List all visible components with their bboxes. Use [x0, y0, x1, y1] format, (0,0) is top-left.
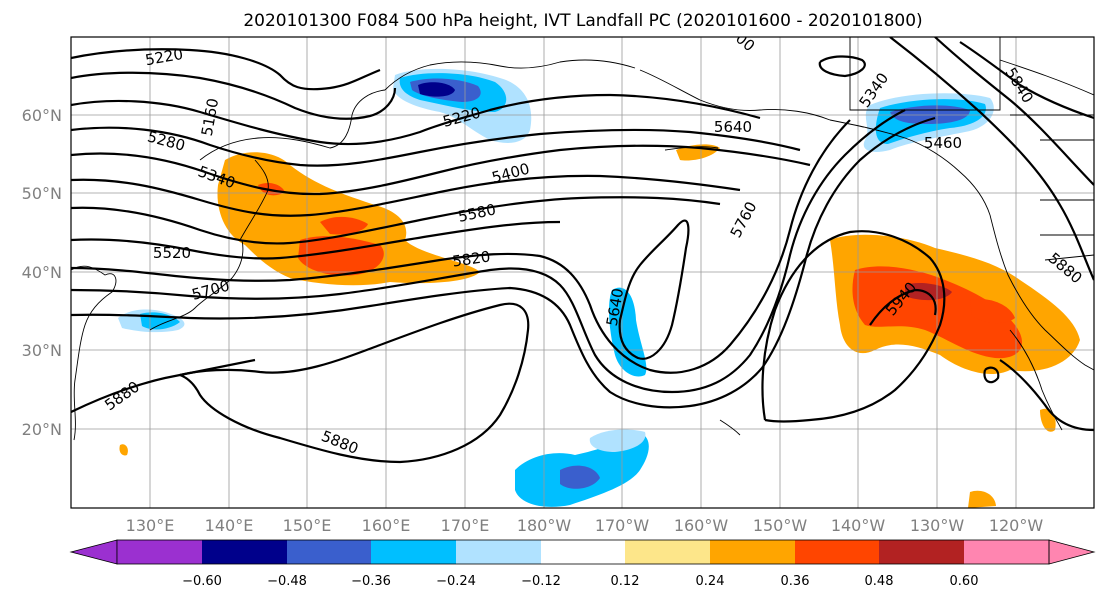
colorbar-tick: 0.36: [781, 574, 810, 589]
colorbar-extend-high: [1048, 539, 1096, 565]
contour-label: 5640: [714, 118, 752, 136]
height-contours: [71, 37, 1094, 464]
colorbar-tick: −0.24: [436, 574, 476, 589]
colorbar-segment: [117, 540, 202, 564]
colorbar-tick: 0.60: [950, 574, 979, 589]
longitude-labels: 130°E 140°E 150°E 160°E 170°E 180°W 170°…: [126, 516, 1044, 535]
colorbar-segment: [202, 540, 287, 564]
colorbar: −0.60 −0.48 −0.36 −0.24 −0.12 0.12 0.24 …: [69, 539, 1096, 589]
contour-label: 5520: [153, 244, 191, 262]
colorbar-tick: −0.36: [351, 574, 391, 589]
lat-label: 50°N: [22, 184, 62, 203]
lon-label: 140°W: [831, 516, 886, 535]
contour-label: 5460: [924, 134, 962, 152]
colorbar-segment: [625, 540, 710, 564]
map-title: 2020101300 F084 500 hPa height, IVT Land…: [243, 11, 922, 31]
lon-label: 150°W: [753, 516, 808, 535]
colorbar-tick: 0.24: [696, 574, 725, 589]
lat-label: 40°N: [22, 263, 62, 282]
lon-label: 120°W: [989, 516, 1044, 535]
lon-label: 160°W: [674, 516, 729, 535]
colorbar-segment: [371, 540, 456, 564]
colorbar-tick: −0.48: [267, 574, 307, 589]
colorbar-segment: [795, 540, 879, 564]
lat-label: 20°N: [22, 420, 62, 439]
colorbar-tick: 0.12: [611, 574, 640, 589]
map-panel: 5220 5160 5280 5340 5220 5400 5580 5820 …: [70, 36, 1095, 509]
colorbar-segment: [710, 540, 795, 564]
map-frame: [70, 36, 1095, 509]
lon-label: 170°E: [441, 516, 490, 535]
colorbar-segment: [287, 540, 371, 564]
colorbar-segment: [541, 540, 625, 564]
lon-label: 140°E: [205, 516, 254, 535]
lat-label: 30°N: [22, 341, 62, 360]
colorbar-tick: −0.12: [521, 574, 561, 589]
graticule: [71, 37, 1094, 508]
lon-label: 130°W: [910, 516, 965, 535]
colorbar-tick: 0.48: [865, 574, 894, 589]
colorbar-tick: −0.60: [182, 574, 222, 589]
lon-label: 170°W: [595, 516, 650, 535]
lon-label: 160°E: [362, 516, 411, 535]
colorbar-segment: [964, 540, 1049, 564]
coastlines: [71, 37, 1094, 441]
lon-label: 180°W: [517, 516, 572, 535]
lon-label: 150°E: [283, 516, 332, 535]
lon-label: 130°E: [126, 516, 175, 535]
colorbar-extend-low: [69, 539, 118, 565]
colorbar-segment: [456, 540, 541, 564]
lat-label: 60°N: [22, 106, 62, 125]
colorbar-segment: [879, 540, 964, 564]
contour-label: 5820: [451, 247, 491, 270]
latitude-labels: 60°N 50°N 40°N 30°N 20°N: [22, 106, 62, 439]
